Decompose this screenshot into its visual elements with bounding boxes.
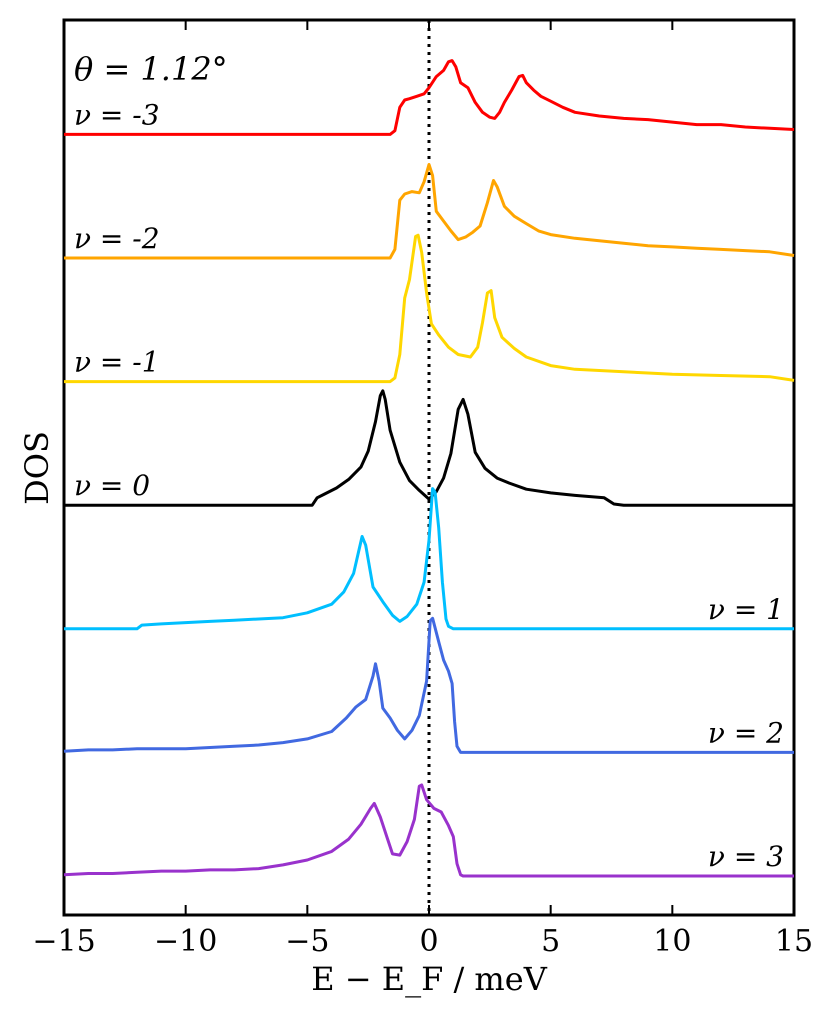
series-line-2 bbox=[64, 233, 795, 384]
twist-angle-annotation: θ = 1.12° bbox=[74, 50, 228, 88]
series-line-6 bbox=[63, 783, 794, 878]
series-line-4 bbox=[64, 487, 794, 631]
series-label-4: ν = 1 bbox=[708, 593, 784, 626]
series-label-2: ν = -1 bbox=[74, 346, 160, 379]
x-tick-label-1: −10 bbox=[154, 924, 217, 959]
x-axis-ticks: −15 −10 −5 0 5 10 15 bbox=[32, 20, 813, 959]
series-line-1 bbox=[64, 163, 795, 260]
x-tick-label-4: 5 bbox=[541, 924, 560, 959]
x-axis-label: E − E_F / meV bbox=[311, 960, 547, 998]
series-label-5: ν = 2 bbox=[708, 716, 784, 749]
series-label-6: ν = 3 bbox=[708, 840, 784, 873]
x-tick-label-5: 10 bbox=[653, 924, 691, 959]
x-tick-label-0: −15 bbox=[32, 924, 95, 959]
series-label-1: ν = -2 bbox=[74, 222, 160, 255]
y-axis-label: DOS bbox=[18, 431, 56, 505]
series-line-0 bbox=[64, 59, 795, 136]
series-label-0: ν = -3 bbox=[74, 98, 160, 131]
x-tick-label-6: 15 bbox=[775, 924, 813, 959]
series-line-3 bbox=[64, 389, 794, 507]
series-line-5 bbox=[63, 616, 794, 754]
series-label-3: ν = 0 bbox=[74, 469, 150, 502]
series-layer: ν = -3 ν = -2 ν = -1 ν = 0 ν = 1 ν = 2 ν = 3 bbox=[63, 59, 795, 878]
x-tick-label-2: −5 bbox=[285, 924, 329, 959]
x-tick-label-3: 0 bbox=[419, 924, 438, 959]
